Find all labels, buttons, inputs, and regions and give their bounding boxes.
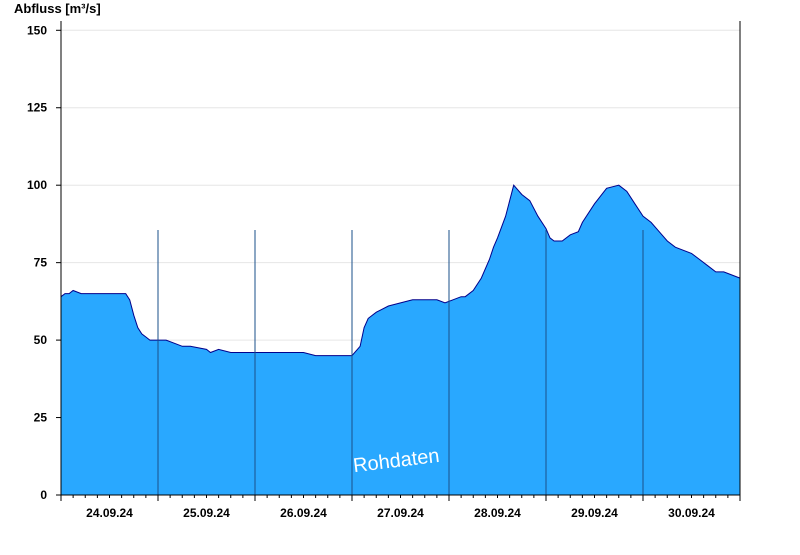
- x-ticks: 24.09.24 25.09.24 26.09.24 27.09.24 28.09.24…: [60, 495, 741, 520]
- x-tick-label: 25.09.24: [183, 506, 230, 520]
- y-tick-label: 50: [34, 333, 48, 347]
- y-tick-label: 100: [27, 178, 47, 192]
- y-tick-label: 25: [34, 411, 48, 425]
- x-tick-label: 28.09.24: [474, 506, 521, 520]
- y-tick-label: 75: [34, 256, 48, 270]
- discharge-area: [61, 185, 740, 495]
- y-tick-label: 0: [40, 488, 47, 502]
- day-separators: [157, 230, 644, 495]
- y-tick-label: 125: [27, 101, 47, 115]
- x-tick-label: 24.09.24: [86, 506, 133, 520]
- x-tick-label: 27.09.24: [377, 506, 424, 520]
- x-tick-label: 30.09.24: [668, 506, 715, 520]
- y-tick-label: 150: [27, 23, 47, 37]
- x-tick-label: 26.09.24: [280, 506, 327, 520]
- y-ticks: 0 25 50 75 100 125 150: [27, 23, 61, 502]
- x-tick-label: 29.09.24: [571, 506, 618, 520]
- y-axis-title: Abfluss [m³/s]: [14, 1, 101, 16]
